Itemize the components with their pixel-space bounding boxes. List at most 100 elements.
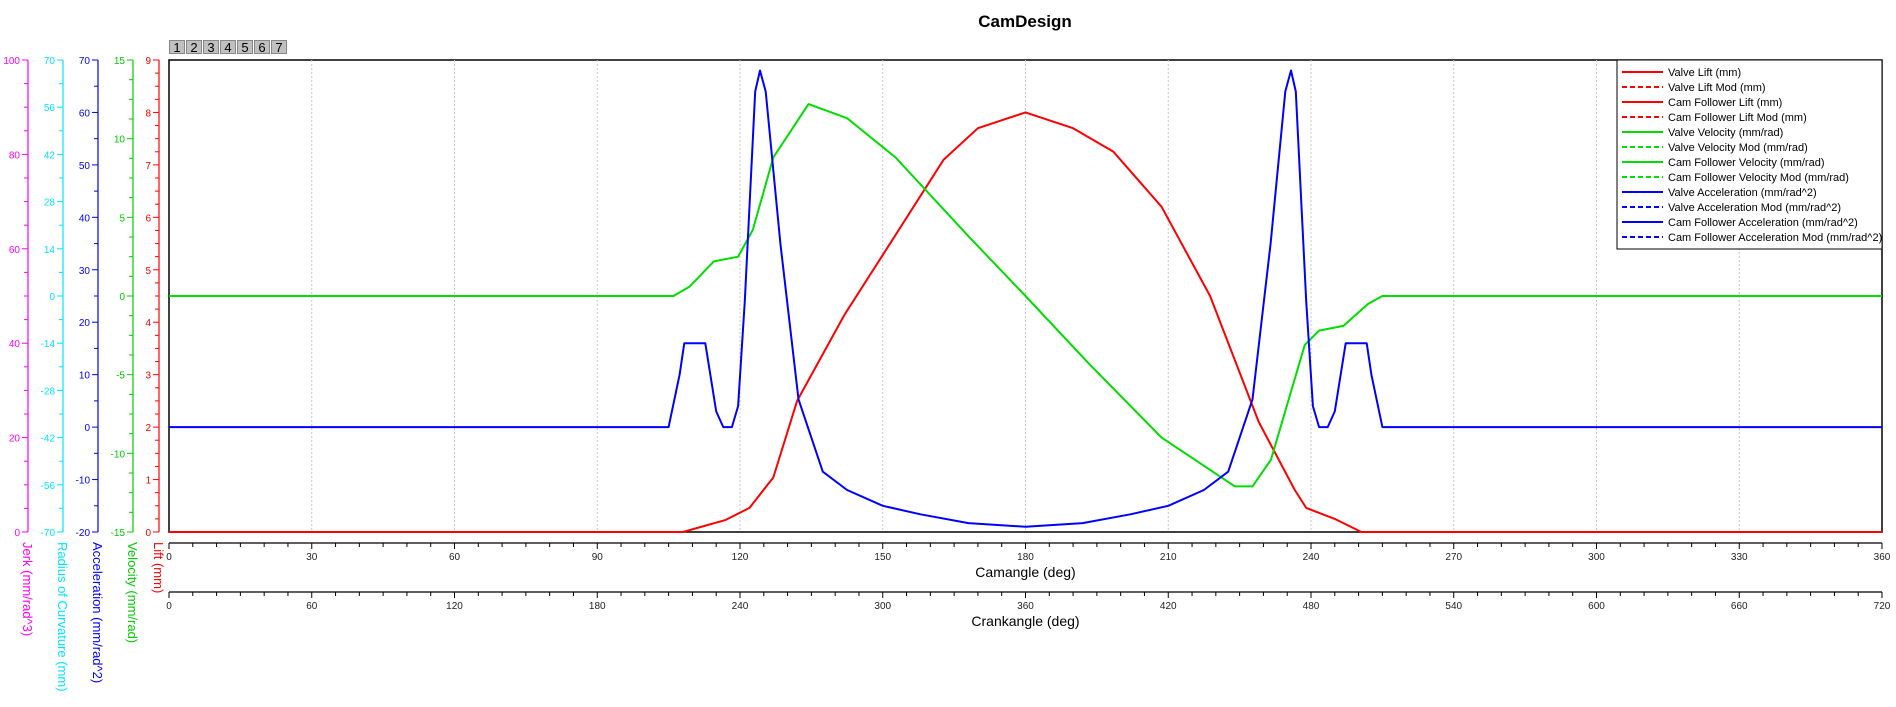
tab-6[interactable]: 6 (254, 40, 270, 54)
x-tick-label: 480 (1303, 601, 1320, 612)
tab-5[interactable]: 5 (237, 40, 253, 54)
legend-entry: Valve Lift (mm) (1668, 67, 1741, 79)
accel-tick-label: -20 (76, 528, 91, 539)
x-tick-label: 150 (874, 552, 891, 563)
x-tick-label: 600 (1588, 601, 1605, 612)
x-axis-title: Crankangle (deg) (971, 613, 1079, 629)
radius-tick-label: -14 (41, 339, 56, 350)
x-tick-label: 720 (1874, 601, 1891, 612)
x-tick-label: 360 (1874, 552, 1891, 563)
lift-tick-label: 0 (145, 528, 151, 539)
accel-tick-label: 10 (79, 371, 91, 382)
accel-tick-label: 60 (79, 108, 91, 119)
radius-axis-title: Radius of Curvature (mm) (55, 542, 70, 692)
x-tick-label: 240 (732, 601, 749, 612)
radius-tick-label: -28 (41, 386, 56, 397)
jerk-tick-label: 100 (3, 56, 20, 67)
vel-axis-title: Velocity (mm/rad) (125, 542, 140, 643)
x-tick-label: 360 (1017, 601, 1034, 612)
x-tick-label: 660 (1731, 601, 1748, 612)
x-tick-label: 300 (1588, 552, 1605, 563)
x-tick-label: 240 (1303, 552, 1320, 563)
vel-tick-label: -10 (111, 449, 126, 460)
accel-tick-label: 30 (79, 266, 91, 277)
series-valve-velocity-mm-rad (169, 103, 1882, 488)
lift-tick-label: 9 (145, 56, 151, 67)
x-tick-label: 540 (1445, 601, 1462, 612)
legend-entry: Cam Follower Acceleration Mod (mm/rad^2) (1668, 232, 1882, 244)
lift-tick-label: 6 (145, 213, 151, 224)
radius-tick-label: 28 (44, 198, 56, 209)
jerk-tick-label: 60 (9, 245, 21, 256)
x-tick-label: 60 (306, 601, 318, 612)
radius-tick-label: 0 (49, 292, 55, 303)
radius-tick-label: -70 (41, 528, 56, 539)
legend-box (1616, 59, 1883, 250)
lift-tick-label: 7 (145, 161, 151, 172)
legend-entry: Valve Acceleration (mm/rad^2) (1668, 187, 1817, 199)
x-tick-label: 90 (592, 552, 604, 563)
radius-tick-label: 42 (44, 150, 56, 161)
chart-title: CamDesign (978, 12, 1072, 31)
x-tick-label: 120 (732, 552, 749, 563)
series-valve-lift-mm (169, 111, 1882, 533)
jerk-axis-title: Jerk (mm/rad^3) (20, 542, 35, 636)
x-axis-title: Camangle (deg) (975, 564, 1075, 580)
vel-tick-label: 0 (119, 292, 125, 303)
tab-1[interactable]: 1 (169, 40, 185, 54)
x-tick-label: 30 (306, 552, 318, 563)
x-tick-label: 0 (166, 601, 172, 612)
lift-tick-label: 8 (145, 108, 151, 119)
tab-4[interactable]: 4 (220, 40, 236, 54)
lift-tick-label: 1 (145, 476, 151, 487)
jerk-tick-label: 80 (9, 150, 21, 161)
vel-tick-label: -5 (116, 371, 125, 382)
accel-tick-label: 40 (79, 213, 91, 224)
accel-tick-label: 50 (79, 161, 91, 172)
jerk-tick-label: 20 (9, 434, 21, 445)
page-tabs: 1 2 3 4 5 6 7 (169, 40, 287, 54)
x-tick-label: 120 (446, 601, 463, 612)
x-tick-label: 210 (1160, 552, 1177, 563)
lift-tick-label: 3 (145, 371, 151, 382)
lift-axis-title: Lift (mm) (151, 542, 166, 593)
x-tick-label: 300 (874, 601, 891, 612)
lift-tick-label: 5 (145, 266, 151, 277)
jerk-tick-label: 40 (9, 339, 21, 350)
legend-entry: Valve Velocity Mod (mm/rad) (1668, 142, 1808, 154)
accel-tick-label: -10 (76, 476, 91, 487)
x-tick-label: 60 (449, 552, 461, 563)
vel-tick-label: 5 (119, 213, 125, 224)
series-valve-acceleration-mm-rad (169, 69, 1882, 528)
accel-tick-label: 70 (79, 56, 91, 67)
x-tick-label: 270 (1445, 552, 1462, 563)
legend-entry: Valve Velocity (mm/rad) (1668, 127, 1783, 139)
vel-tick-label: -15 (111, 528, 126, 539)
radius-tick-label: -56 (41, 481, 56, 492)
accel-tick-label: 20 (79, 318, 91, 329)
tab-2[interactable]: 2 (186, 40, 202, 54)
legend-entry: Cam Follower Lift (mm) (1668, 97, 1782, 109)
legend-entry: Cam Follower Velocity (mm/rad) (1668, 157, 1824, 169)
radius-tick-label: 56 (44, 103, 56, 114)
tab-3[interactable]: 3 (203, 40, 219, 54)
radius-tick-label: 70 (44, 56, 56, 67)
lift-tick-label: 2 (145, 423, 151, 434)
radius-tick-label: 14 (44, 245, 56, 256)
x-tick-label: 180 (589, 601, 606, 612)
legend-entry: Valve Acceleration Mod (mm/rad^2) (1668, 202, 1841, 214)
accel-tick-label: 0 (84, 423, 90, 434)
lift-tick-label: 4 (145, 318, 151, 329)
x-tick-label: 420 (1160, 601, 1177, 612)
accel-axis-title: Acceleration (mm/rad^2) (90, 542, 105, 683)
x-tick-label: 180 (1017, 552, 1034, 563)
tab-7[interactable]: 7 (271, 40, 287, 54)
vel-tick-label: 15 (114, 56, 126, 67)
legend-entry: Valve Lift Mod (mm) (1668, 82, 1766, 94)
x-tick-label: 330 (1731, 552, 1748, 563)
legend-entry: Cam Follower Acceleration (mm/rad^2) (1668, 217, 1858, 229)
vel-tick-label: 10 (114, 135, 126, 146)
legend-entry: Cam Follower Lift Mod (mm) (1668, 112, 1807, 124)
jerk-tick-label: 0 (14, 528, 20, 539)
